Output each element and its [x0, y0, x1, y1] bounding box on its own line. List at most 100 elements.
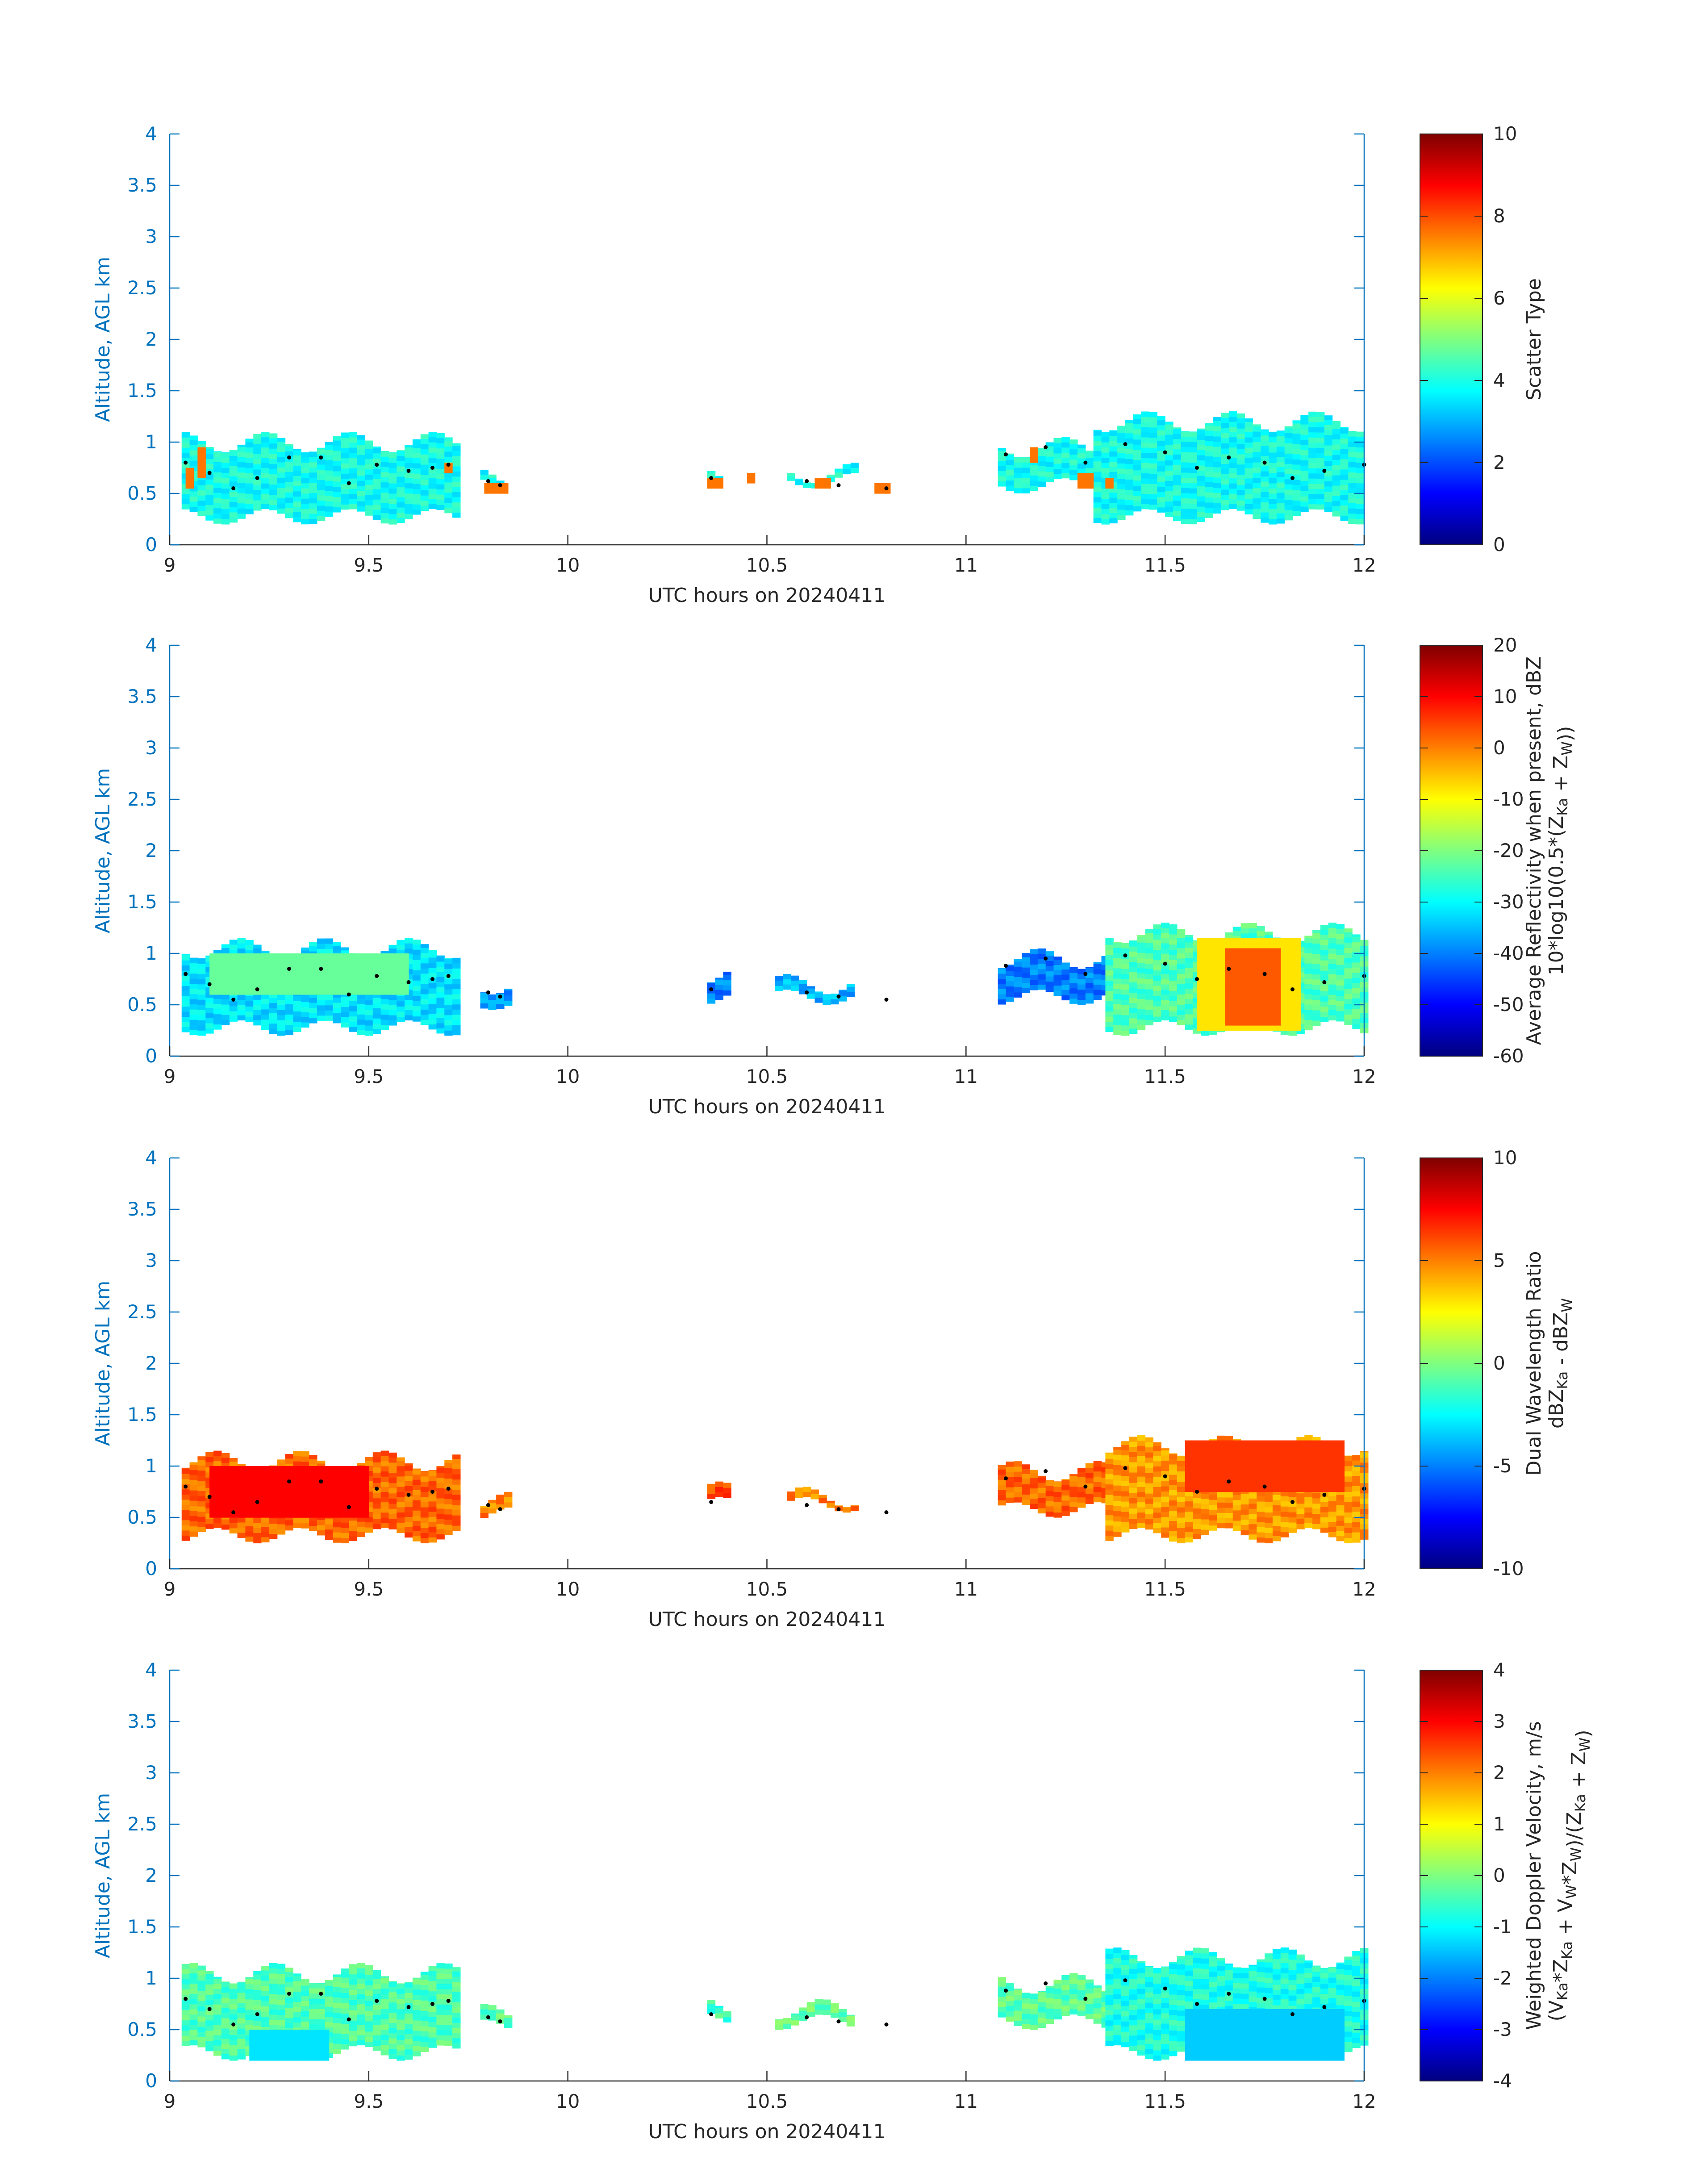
- heatmap-highlight-cell: [353, 979, 361, 985]
- heatmap-cell: [452, 443, 461, 446]
- heatmap-cell: [1348, 482, 1357, 488]
- heatmap-cell: [998, 983, 1006, 990]
- heatmap-cell: [1189, 498, 1198, 504]
- heatmap-highlight-cell: [353, 1507, 361, 1513]
- heatmap-cell: [1121, 1511, 1130, 1517]
- heatmap-cell: [480, 992, 489, 993]
- heatmap-cell: [1348, 513, 1357, 519]
- heatmap-cell: [1253, 452, 1261, 458]
- heatmap-cell: [261, 1526, 270, 1532]
- heatmap-cell: [285, 487, 294, 493]
- heatmap-cell: [388, 1457, 397, 1463]
- heatmap-highlight-cell: [305, 953, 313, 959]
- heatmap-highlight-cell: [209, 974, 218, 980]
- heatmap-cell: [1105, 1530, 1114, 1536]
- heatmap-cell: [269, 433, 278, 439]
- heatmap-cell: [197, 999, 206, 1005]
- heatmap-cell: [846, 984, 855, 987]
- heatmap-highlight-cell: [1197, 1020, 1205, 1026]
- heatmap-cell: [1312, 1513, 1321, 1519]
- heatmap-cell: [1022, 1479, 1030, 1484]
- heatmap-cell: [1352, 936, 1361, 942]
- heatmap-cell: [1093, 974, 1102, 980]
- heatmap-cell: [1053, 448, 1062, 454]
- heatmap-cell: [1356, 468, 1365, 473]
- heatmap-highlight-cell: [345, 958, 353, 964]
- heatmap-cell: [452, 497, 461, 502]
- heatmap-cell: [1257, 1511, 1265, 1517]
- heatmap-cell: [1344, 1466, 1353, 1471]
- heatmap-cell: [488, 474, 497, 479]
- heatmap-cell: [420, 449, 429, 455]
- heatmap-cell: [397, 1527, 405, 1533]
- heatmap-highlight-cell: [401, 964, 409, 969]
- colorbar-tick-label: 0: [1493, 737, 1505, 759]
- heatmap-cell: [380, 492, 389, 498]
- heatmap-cell: [388, 1488, 397, 1494]
- heatmap-highlight-cell: [241, 1497, 250, 1503]
- heatmap-cell: [357, 491, 365, 497]
- heatmap-cell: [488, 1508, 497, 1514]
- heatmap-highlight-cell: [1213, 974, 1221, 980]
- heatmap-cell: [452, 455, 461, 461]
- heatmap-cell: [1173, 449, 1182, 455]
- heatmap-cell: [349, 1021, 357, 1027]
- heatmap-highlight-cell: [305, 1466, 313, 1472]
- heatmap-cell: [405, 1501, 413, 1507]
- heatmap-highlight-cell: [1185, 1446, 1194, 1451]
- heatmap-highlight-cell: [361, 1471, 369, 1477]
- heatmap-highlight-cell: [209, 953, 218, 959]
- heatmap-cell: [444, 1020, 453, 1026]
- heatmap-cell: [1284, 443, 1293, 449]
- heatmap-cell: [412, 1468, 421, 1470]
- heatmap-highlight-cell: [281, 989, 290, 995]
- heatmap-cell: [1269, 514, 1277, 520]
- heatmap-cell: [1249, 1493, 1257, 1499]
- heatmap-cell: [1153, 1476, 1161, 1482]
- heatmap-cell: [397, 492, 405, 497]
- heatmap-cell: [405, 478, 413, 484]
- heatmap-cell: [1105, 1474, 1114, 1479]
- heatmap-cell: [420, 1496, 429, 1502]
- heatmap-cell: [1105, 1011, 1114, 1017]
- heatmap-cell: [229, 940, 238, 945]
- heatmap-cell: [237, 488, 246, 493]
- heatmap-cell: [293, 1001, 301, 1007]
- heatmap-cell: [237, 498, 246, 504]
- heatmap-highlight-cell: [249, 984, 258, 990]
- heatmap-cell: [1284, 515, 1293, 521]
- heatmap-cell: [229, 450, 238, 456]
- heatmap-cell: [1113, 968, 1122, 974]
- heatmap-highlight-cell: [1284, 979, 1293, 985]
- heatmap-cell: [1332, 421, 1341, 424]
- heatmap-highlight-cell: [1205, 979, 1213, 985]
- heatmap-cell: [293, 506, 301, 512]
- heatmap-highlight-cell: [345, 1471, 353, 1477]
- heatmap-cell: [1209, 1500, 1217, 1505]
- heatmap-cell: [1328, 1516, 1337, 1522]
- heatmap-cell: [420, 978, 429, 984]
- heatmap-cell: [444, 487, 453, 493]
- heatmap-cell: [317, 1460, 326, 1464]
- heatmap-highlight-cell: [1197, 1005, 1205, 1011]
- heatmap-cell: [1224, 1436, 1233, 1441]
- heatmap-cell: [380, 1487, 389, 1492]
- heatmap-cell: [1320, 1527, 1329, 1533]
- heatmap-cell: [1344, 1522, 1353, 1528]
- heatmap-cell: [1232, 1500, 1241, 1505]
- heatmap-cell: [364, 489, 373, 495]
- heatmap-cell: [1137, 983, 1146, 989]
- heatmap-cell: [412, 452, 421, 459]
- heatmap-cell: [1125, 464, 1134, 469]
- heatmap-highlight-cell: [241, 979, 250, 985]
- heatmap-cell: [397, 1517, 405, 1523]
- heatmap-cell: [189, 1510, 198, 1517]
- heatmap-cell: [317, 500, 326, 506]
- heatmap-cell: [397, 1486, 405, 1492]
- heatmap-cell: [1197, 501, 1205, 507]
- heatmap-cell: [1105, 1510, 1114, 1516]
- heatmap-highlight-cell: [353, 958, 361, 964]
- trajectory-point: [709, 476, 714, 480]
- heatmap-cell: [1324, 455, 1333, 461]
- heatmap-highlight-cell: [814, 478, 823, 484]
